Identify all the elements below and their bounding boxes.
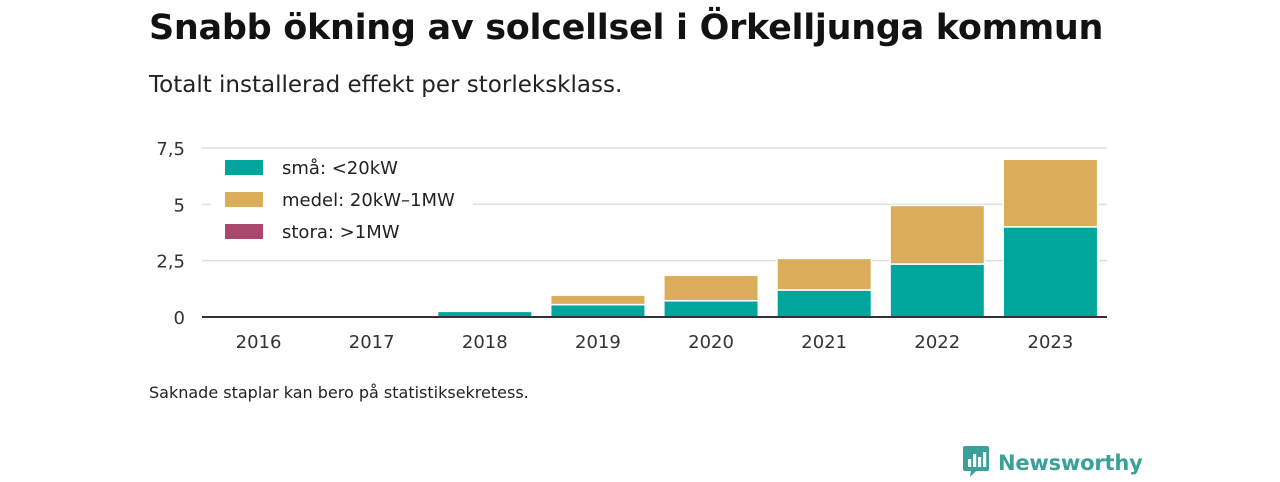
- y-tick-label: 0: [174, 308, 185, 329]
- legend-label: stora: >1MW: [282, 222, 400, 243]
- x-tick-label: 2018: [462, 332, 508, 353]
- legend-swatch: [225, 192, 263, 207]
- x-tick-label: 2016: [236, 332, 282, 353]
- bar-segment[interactable]: [1002, 158, 1099, 228]
- x-tick-label: 2022: [914, 332, 960, 353]
- bars: [436, 158, 1099, 318]
- legend-label: små: <20kW: [282, 158, 398, 179]
- bar-segment[interactable]: [1002, 226, 1099, 318]
- bar-segment[interactable]: [889, 263, 986, 318]
- x-tick-label: 2020: [688, 332, 734, 353]
- stacked-bar-chart: 0 2,5 5 7,5 2016 2017 2018 2019 2020 2021 2022 2023…: [156, 139, 1107, 353]
- x-tick-label: 2019: [575, 332, 621, 353]
- bar-segment[interactable]: [549, 294, 646, 306]
- bar-chart-speech-bubble-icon: [962, 444, 990, 482]
- legend: små: <20kW medel: 20kW–1MW stora: >1MW: [211, 150, 473, 246]
- x-tick-label: 2021: [801, 332, 847, 353]
- chart-subtitle: Totalt installerad effekt per storlekskl…: [149, 72, 623, 98]
- newsworthy-logo[interactable]: Newsworthy: [962, 446, 1143, 480]
- chart-title: Snabb ökning av solcellsel i Örkelljunga…: [149, 8, 1104, 48]
- y-tick-label: 7,5: [156, 139, 185, 160]
- bar-segment[interactable]: [663, 300, 760, 318]
- axes: 0 2,5 5 7,5 2016 2017 2018 2019 2020 2021 2022 2023: [156, 139, 1107, 353]
- bar-segment[interactable]: [549, 303, 646, 318]
- bar-segment[interactable]: [776, 257, 873, 291]
- bar-segment[interactable]: [776, 289, 873, 318]
- footnote: Saknade staplar kan bero på statistiksek…: [149, 383, 529, 402]
- legend-swatch: [225, 224, 263, 239]
- x-tick-label: 2017: [349, 332, 395, 353]
- legend-label: medel: 20kW–1MW: [282, 190, 455, 211]
- legend-swatch: [225, 160, 263, 175]
- brand-name: Newsworthy: [998, 451, 1143, 475]
- y-tick-label: 5: [174, 195, 185, 216]
- x-tick-label: 2023: [1028, 332, 1074, 353]
- bar-segment[interactable]: [889, 204, 986, 265]
- y-tick-label: 2,5: [156, 252, 185, 273]
- bar-segment[interactable]: [663, 274, 760, 302]
